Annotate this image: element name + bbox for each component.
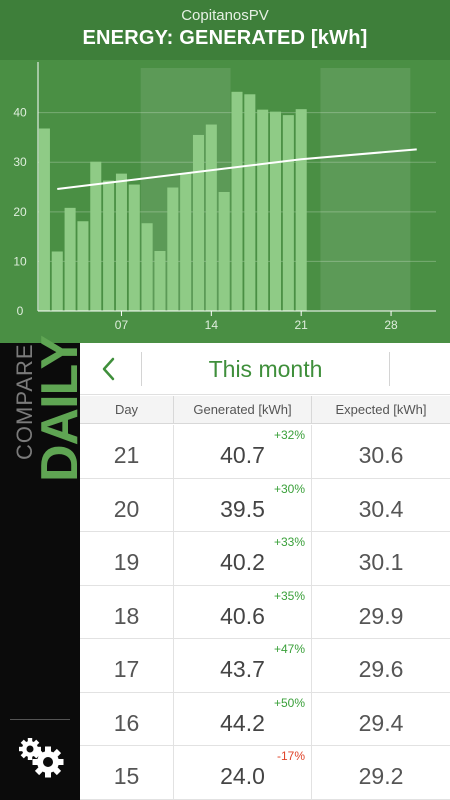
day-cell: 19 [113, 549, 140, 575]
x-tick-label: 14 [205, 318, 219, 332]
y-tick-label: 40 [13, 106, 27, 120]
generated-cell: 40.6 +35% [173, 585, 312, 639]
generated-cell: 40.2 +33% [173, 532, 312, 585]
sidebar [0, 343, 80, 800]
percent-diff: +47% [273, 642, 305, 656]
gear-icon [19, 738, 64, 778]
y-tick-label: 0 [17, 304, 24, 318]
day-cell: 17 [113, 656, 140, 682]
percent-diff: +35% [273, 588, 305, 603]
expected-cell: 30.4 [358, 495, 404, 522]
table-body[interactable]: 21 40.7 +32% 30.6 20 39.5 +30% 30.4 19 40.… [80, 425, 450, 800]
bar-day-20 [282, 115, 294, 311]
column-header-generated: Generated [kWh] [173, 396, 312, 424]
percent-diff: +30% [273, 481, 305, 496]
y-tick-label: 20 [13, 205, 27, 219]
app-name: CopitanosPV [181, 7, 269, 24]
generated-value: 40.2 [220, 549, 265, 575]
table-header: Day Generated [kWh] Expected [kWh] [80, 396, 450, 424]
bar-day-10 [154, 250, 166, 311]
sidebar-divider [10, 719, 70, 720]
app-header: CopitanosPV ENERGY: GENERATED [kWh] [0, 0, 450, 60]
bar-day-16 [231, 91, 243, 311]
generated-cell: 24.0 -17% [173, 746, 312, 799]
table-row[interactable]: 18 40.6 +35% 29.9 [80, 585, 450, 639]
expected-line [57, 148, 417, 190]
percent-diff: +33% [273, 535, 305, 549]
generated-value: 24.0 [220, 763, 265, 789]
generated-cell: 43.7 +47% [173, 639, 312, 692]
generated-cell: 44.2 +50% [173, 692, 312, 746]
expected-cell: 30.1 [358, 549, 404, 575]
y-tick-label: 10 [13, 254, 27, 268]
bar-day-3 [64, 207, 76, 311]
table-row[interactable]: 20 39.5 +30% 30.4 [80, 478, 450, 532]
table-row[interactable]: 19 40.2 +33% 30.1 [80, 532, 450, 586]
page-title: ENERGY: GENERATED [kWh] [82, 27, 368, 49]
generated-value: 40.6 [220, 602, 265, 629]
day-cell: 20 [113, 495, 140, 522]
expected-cell: 30.6 [358, 442, 404, 468]
expected-cell: 29.4 [358, 709, 404, 736]
generated-cell: 39.5 +30% [173, 478, 312, 532]
x-tick-label: 21 [295, 318, 309, 332]
bar-day-7 [115, 173, 127, 311]
bar-day-19 [269, 111, 282, 312]
table-row[interactable]: 21 40.7 +32% 30.6 [80, 425, 450, 479]
week-band [320, 68, 411, 311]
column-header-day: Day [114, 402, 139, 417]
bar-day-5 [90, 161, 102, 311]
day-cell: 16 [113, 709, 140, 736]
bar-day-8 [128, 184, 140, 311]
day-cell: 21 [113, 442, 140, 468]
generated-value: 43.7 [220, 656, 265, 682]
day-cell: 15 [113, 763, 140, 789]
bar-day-6 [103, 180, 115, 311]
chart-canvas: 0 10 20 30 40 07 14 21 28 [13, 62, 436, 332]
next-period-button[interactable] [390, 343, 450, 395]
percent-diff: -17% [276, 749, 305, 763]
bar-day-11 [167, 187, 179, 311]
generated-value: 44.2 [220, 709, 265, 736]
generated-value: 40.7 [220, 442, 265, 468]
percent-diff: +50% [273, 695, 305, 710]
nav-divider [389, 352, 390, 386]
bar-day-14 [205, 124, 217, 311]
table-row[interactable]: 15 24.0 -17% 29.2 [80, 746, 450, 800]
period-nav-bar: This month [80, 343, 450, 395]
table-row[interactable]: 16 44.2 +50% 29.4 [80, 692, 450, 746]
y-tick-label: 30 [13, 155, 27, 169]
bar-day-2 [51, 251, 63, 311]
table-row[interactable]: 17 43.7 +47% 29.6 [80, 639, 450, 693]
bar-day-13 [192, 134, 205, 311]
bar-day-18 [257, 109, 269, 312]
generated-value: 39.5 [220, 495, 265, 522]
period-title: This month [208, 356, 323, 382]
nav-divider [141, 352, 142, 386]
bar-day-1 [38, 128, 50, 311]
bar-day-21 [295, 109, 307, 311]
settings-button[interactable] [14, 733, 68, 781]
expected-cell: 29.9 [358, 602, 404, 629]
expected-cell: 29.2 [358, 763, 404, 789]
previous-period-button[interactable] [80, 343, 142, 395]
bar-day-15 [218, 191, 230, 311]
generated-cell: 40.7 +32% [173, 425, 312, 478]
bar-day-12 [180, 173, 192, 311]
x-tick-label: 07 [115, 318, 129, 332]
expected-cell: 29.6 [358, 656, 404, 682]
bar-day-4 [77, 221, 89, 311]
column-header-expected: Expected [kWh] [335, 402, 427, 417]
bar-day-9 [141, 223, 153, 311]
x-tick-label: 28 [384, 318, 398, 332]
compare-panel: This month Day Generated [kWh] Expected … [80, 343, 450, 800]
energy-chart[interactable]: 0 10 20 30 40 07 14 21 28 [0, 60, 450, 343]
day-cell: 18 [113, 602, 140, 629]
chevron-left-icon [102, 357, 115, 381]
percent-diff: +32% [273, 428, 305, 442]
bar-day-17 [244, 94, 256, 311]
